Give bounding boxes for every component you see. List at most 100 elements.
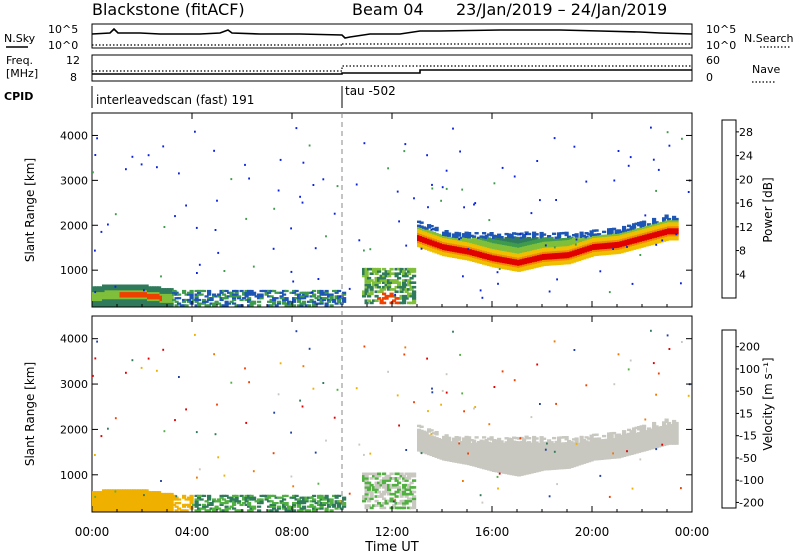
- power-pixel: [419, 241, 424, 245]
- power-pixel: [627, 234, 632, 238]
- power-pixel: [329, 298, 334, 302]
- velocity-pixel: [454, 446, 459, 449]
- velocity-pixel: [554, 446, 559, 450]
- velocity-pixel: [547, 457, 552, 460]
- power-pixel: [537, 264, 542, 268]
- velocity-pixel: [319, 507, 324, 510]
- velocity-pixel: [374, 486, 379, 489]
- power-pixel: [342, 297, 347, 300]
- velocity-pixel: [464, 439, 469, 443]
- velocity-pixel: [399, 499, 404, 503]
- velocity-pixel: [529, 471, 534, 474]
- power-pixel: [664, 226, 669, 229]
- power-pixel: [557, 240, 562, 243]
- power-pixel: [164, 298, 169, 302]
- power-pixel: [229, 293, 234, 296]
- power-pixel: [522, 260, 527, 263]
- power-pixel: [667, 238, 672, 241]
- velocity-pixel: [399, 492, 404, 496]
- power-pixel: [413, 197, 415, 200]
- power-pixel: [272, 298, 277, 302]
- power-pixel: [587, 241, 592, 244]
- power-pixel: [232, 293, 237, 296]
- velocity-pixel: [494, 461, 499, 465]
- power-pixel: [507, 261, 512, 264]
- velocity-pixel: [149, 507, 154, 510]
- velocity-pixel: [619, 441, 624, 444]
- power-pixel: [444, 244, 449, 247]
- power-pixel: [567, 239, 572, 242]
- velocity-pixel: [577, 448, 582, 452]
- power-pixel: [489, 260, 494, 263]
- velocity-pixel: [637, 448, 642, 451]
- power-pixel: [489, 252, 494, 255]
- velocity-pixel: [207, 494, 212, 497]
- power-pixel: [482, 232, 487, 235]
- power-pixel: [396, 190, 399, 193]
- velocity-pixel: [579, 452, 584, 455]
- velocity-pixel: [362, 497, 367, 501]
- velocity-pixel: [159, 505, 164, 508]
- velocity-pixel: [502, 442, 507, 446]
- power-pixel: [494, 243, 499, 246]
- power-pixel: [627, 164, 630, 167]
- velocity-pixel: [554, 448, 559, 452]
- power-pixel: [662, 221, 667, 224]
- power-pixel: [594, 233, 599, 236]
- power-pixel: [334, 291, 339, 294]
- power-pixel: [487, 251, 492, 254]
- power-pixel: [544, 251, 549, 254]
- power-pixel: [194, 297, 199, 300]
- velocity-pixel: [319, 503, 324, 506]
- power-pixel: [264, 293, 269, 296]
- velocity-pixel: [512, 467, 517, 470]
- velocity-pixel: [97, 505, 102, 508]
- power-pixel: [599, 253, 604, 256]
- power-pixel: [449, 236, 454, 240]
- velocity-pixel: [649, 434, 654, 438]
- velocity-pixel: [324, 498, 329, 501]
- power-pixel: [364, 267, 369, 271]
- velocity-pixel: [534, 467, 539, 471]
- power-pixel: [524, 249, 529, 252]
- velocity-pixel: [229, 505, 234, 508]
- velocity-pixel: [602, 447, 607, 450]
- power-pixel: [527, 251, 532, 254]
- power-pixel: [534, 263, 539, 266]
- velocity-pixel: [562, 446, 567, 449]
- power-pixel: [442, 253, 447, 257]
- velocity-pixel: [94, 502, 99, 505]
- velocity-pixel: [404, 488, 409, 491]
- velocity-pixel: [599, 449, 604, 452]
- power-pixel: [564, 233, 569, 237]
- velocity-pixel: [522, 470, 527, 474]
- power-pixel: [607, 246, 612, 249]
- velocity-pixel: [419, 435, 424, 439]
- velocity-pixel: [297, 502, 302, 505]
- velocity-pixel: [680, 487, 682, 490]
- velocity-pixel: [132, 503, 137, 506]
- velocity-pixel: [152, 503, 157, 506]
- velocity-pixel: [584, 458, 589, 461]
- velocity-pixel: [637, 450, 642, 453]
- velocity-pixel: [92, 498, 97, 501]
- velocity-pixel: [374, 488, 379, 491]
- power-pixel: [374, 272, 379, 275]
- velocity-pixel: [402, 490, 407, 494]
- velocity-pixel: [379, 483, 384, 487]
- velocity-pixel: [517, 461, 522, 465]
- velocity-pixel: [544, 455, 549, 459]
- velocity-pixel: [527, 463, 532, 466]
- power-pixel: [364, 299, 369, 302]
- power-pixel: [602, 250, 607, 254]
- velocity-pixel: [427, 450, 432, 454]
- velocity-pixel: [522, 468, 527, 472]
- velocity-pixel: [632, 429, 637, 432]
- power-pixel: [614, 237, 619, 240]
- power-pixel: [223, 270, 226, 272]
- power-pixel: [564, 247, 569, 251]
- power-pixel: [602, 240, 607, 244]
- power-pixel: [477, 261, 482, 264]
- velocity-pixel: [104, 498, 109, 501]
